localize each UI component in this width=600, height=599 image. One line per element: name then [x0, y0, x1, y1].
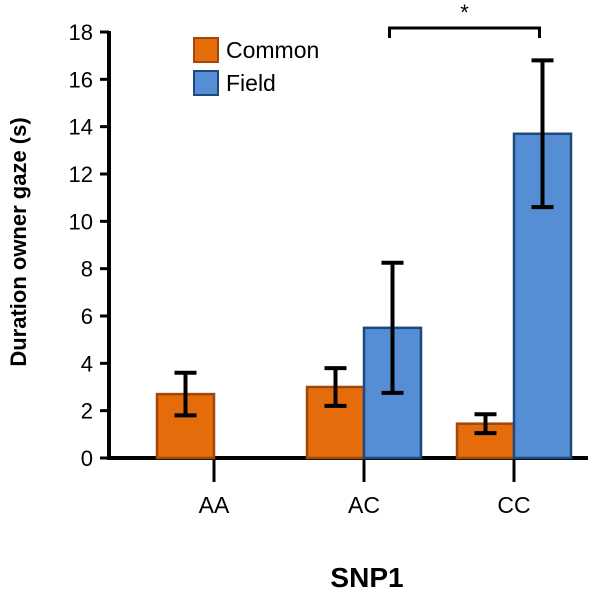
y-tick-label: 6: [81, 304, 93, 329]
legend-label-common: Common: [226, 37, 319, 63]
x-tick-label: AC: [348, 492, 380, 518]
y-tick-label: 18: [69, 20, 93, 45]
y-tick-label: 14: [69, 115, 93, 140]
x-tick-label: AA: [199, 492, 230, 518]
legend-swatch-field: [193, 70, 219, 96]
y-tick-label: 0: [81, 446, 93, 471]
x-axis-title: SNP1: [330, 562, 403, 593]
significance-marker: *: [460, 0, 469, 25]
y-tick-label: 12: [69, 162, 93, 187]
y-tick-label: 4: [81, 351, 93, 376]
significance-bracket: [388, 26, 541, 38]
y-tick-label: 16: [69, 67, 93, 92]
legend-swatch-common: [193, 37, 219, 63]
legend-label-field: Field: [226, 70, 276, 96]
plot-area: 0 2 4 6 8 10 12 14 16 18 AA AC CC * Common Field: [69, 0, 588, 518]
y-tick-label: 8: [81, 257, 93, 282]
x-tick-label: CC: [497, 492, 530, 518]
y-tick-label: 10: [69, 209, 93, 234]
y-tick-label: 2: [81, 399, 93, 424]
y-axis-title: Duration owner gaze (s): [6, 117, 31, 366]
